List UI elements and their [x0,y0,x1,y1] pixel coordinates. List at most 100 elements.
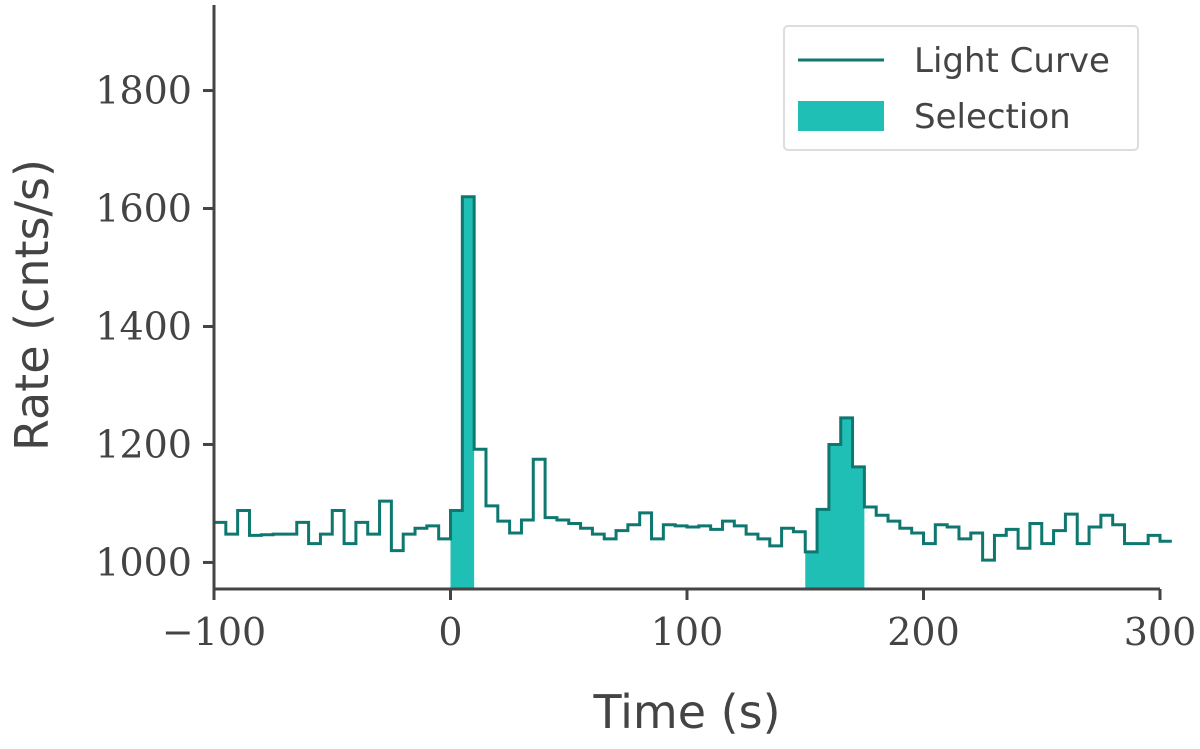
light-curve-bin [238,509,250,513]
light-curve-bin [226,532,238,536]
light-curve-bin [864,505,876,509]
light-curve-bin [935,523,947,527]
light-curve-bin [545,516,557,520]
light-curve-bin [368,532,380,536]
light-curve-bin [628,523,640,527]
x-tick-label: 0 [438,610,462,654]
selection-region-1 [805,417,865,589]
light-curve-bin [380,499,392,503]
light-curve-bin [853,465,865,469]
light-curve-bin [569,522,581,526]
light-curve-bin [616,529,628,533]
light-curve-bin [592,532,604,536]
light-curve-bin [746,532,758,536]
light-curve-bin [770,544,782,548]
y-tick-label: 1400 [95,304,192,348]
light-curve-bin [675,524,687,528]
x-tick-label: 100 [651,610,724,654]
light-curve-bin [876,513,888,517]
light-curve-bin [782,526,794,530]
light-curve-bin [994,533,1006,537]
light-curve-bin [983,558,995,562]
light-curve-bin [841,416,853,420]
light-curve-bin [285,532,297,536]
light-curve-line [214,195,1172,562]
light-curve-bin [900,526,912,530]
y-tick-label: 1600 [95,187,192,231]
light-curve-bin [1089,525,1101,529]
light-curve-bin [722,519,734,523]
light-curve-bin [924,542,936,546]
light-curve-bin [971,531,983,535]
light-curve-bin [533,457,545,461]
light-curve-layer [214,195,1172,562]
light-curve-bin [734,524,746,528]
light-curve-bin [1101,513,1113,517]
light-curve-bin [793,530,805,534]
light-curve-bin [687,525,699,529]
y-tick-label: 1000 [95,540,192,584]
light-curve-bin [439,537,451,541]
light-curve-bin [403,532,415,536]
light-curve-bin [1160,539,1172,543]
light-curve-bin [297,520,309,524]
legend-fill-swatch [798,101,884,131]
light-curve-bin [510,531,522,535]
light-curve-bin [1077,542,1089,546]
light-curve-bin [391,549,403,553]
light-curve-bin [888,519,900,523]
axes: −100 0 100 200 300 1000 1200 1400 1600 1800 Time (… [5,5,1196,739]
light-curve-bin [699,524,711,528]
light-curve-bin [320,532,332,536]
light-curve-bin [486,504,498,508]
x-tick-label: 200 [887,610,960,654]
light-curve-bin [261,533,273,537]
light-curve-bin [1136,542,1148,546]
y-axis-title: Rate (cnts/s) [5,159,59,451]
legend-label-light-curve: Light Curve [914,41,1110,81]
x-axis-title: Time (s) [592,685,780,739]
light-curve-bin [711,527,723,531]
x-tick-label: 300 [1124,610,1197,654]
light-curve-bin [604,537,616,541]
light-curve-bin [1065,512,1077,516]
light-curve-bin [1030,522,1042,526]
y-tick-label: 1800 [95,69,192,113]
light-curve-bin [498,519,510,523]
light-curve-bin [1054,529,1066,533]
light-curve-bin [249,533,261,537]
legend-label-selection: Selection [914,97,1071,137]
light-curve-bin [1006,527,1018,531]
light-curve-bin [1125,542,1137,546]
light-curve-bin [557,518,569,522]
light-curve-bin [581,526,593,530]
light-curve-bin [415,526,427,530]
light-curve-bin [214,520,226,524]
light-curve-bin [829,442,841,446]
light-curve-bin [1148,533,1160,537]
light-curve-bin [1113,523,1125,527]
light-curve-bin [758,537,770,541]
light-curve-bin [521,518,533,522]
legend: Light Curve Selection [783,25,1139,151]
light-curve-bin [912,531,924,535]
light-curve-bin [652,537,664,541]
light-curve-bin [474,447,486,451]
light-curve-bin [427,524,439,528]
y-tick-label: 1200 [95,422,192,466]
light-curve-bin [344,542,356,546]
light-curve-bin [817,507,829,511]
light-curve-bin [451,509,463,513]
light-curve-bin [947,525,959,529]
light-curve-bin [663,523,675,527]
light-curve-bin [959,537,971,541]
light-curve-bin [356,520,368,524]
light-curve-bin [273,532,285,536]
x-tick-label: −100 [162,610,266,654]
light-curve-bin [1042,542,1054,546]
light-curve-bin [462,195,474,199]
light-curve-bin [1018,546,1030,550]
light-curve-bin [309,542,321,546]
